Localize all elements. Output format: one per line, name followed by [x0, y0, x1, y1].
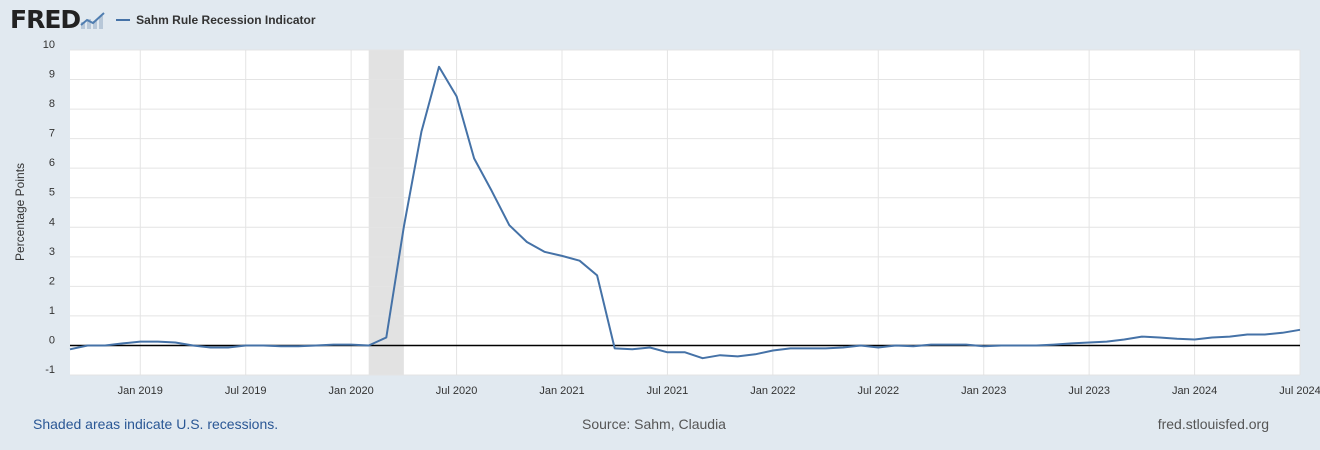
fred-logo-text: FRED [10, 5, 81, 34]
recession-band-0 [368, 50, 404, 375]
y-axis-label: Percentage Points [13, 163, 27, 261]
y-tick-label: -1 [45, 364, 55, 376]
y-tick-label: 0 [49, 334, 55, 346]
x-tick-label: Jan 2022 [750, 385, 795, 397]
y-tick-label: 9 [49, 69, 55, 81]
y-tick-label: 8 [49, 98, 55, 110]
x-tick-label: Jul 2023 [1068, 385, 1110, 397]
chart-icon-trend-line [80, 12, 105, 26]
x-tick-label: Jan 2019 [118, 385, 163, 397]
y-tick-label: 6 [49, 157, 55, 169]
series-line [69, 65, 1301, 360]
x-axis-ticks: Jan 2019 Jul 2019 Jan 2020 Jul 2020 Jan 2021… [118, 385, 1320, 397]
plot-area [70, 50, 1300, 375]
x-tick-label: Jul 2022 [857, 385, 899, 397]
recession-shading-group [368, 50, 404, 375]
legend-series-label: Sahm Rule Recession Indicator [136, 13, 316, 27]
site-link[interactable]: fred.stlouisfed.org [1157, 416, 1269, 432]
x-tick-label: Jan 2021 [539, 385, 584, 397]
chart-trend-icon [80, 12, 105, 29]
x-tick-label: Jan 2024 [1172, 385, 1217, 397]
chart-header: FRED Sahm Rule Recession Indicator [10, 6, 316, 34]
x-tick-label: Jan 2020 [329, 385, 374, 397]
gridlines [70, 49, 1301, 376]
y-tick-label: 5 [49, 187, 55, 199]
y-tick-label: 1 [49, 305, 55, 317]
y-tick-label: 10 [43, 39, 55, 51]
y-tick-label: 3 [49, 246, 55, 258]
x-tick-label: Jan 2023 [961, 385, 1006, 397]
x-tick-label: Jul 2019 [225, 385, 267, 397]
x-tick-label: Jul 2024 [1279, 385, 1320, 397]
y-tick-label: 7 [49, 128, 55, 140]
fred-logo[interactable]: FRED [10, 6, 106, 34]
source-text: Source: Sahm, Claudia [582, 416, 726, 432]
y-tick-label: 4 [49, 216, 55, 228]
recession-note-link[interactable]: Shaded areas indicate U.S. recessions. [33, 416, 279, 432]
legend-swatch [116, 19, 131, 21]
chart-icon-bar-4 [99, 16, 104, 29]
x-tick-label: Jul 2021 [647, 385, 689, 397]
chart-icon-bar-2 [87, 19, 92, 29]
legend: Sahm Rule Recession Indicator [116, 13, 316, 27]
chart-icon-bar-1 [81, 22, 86, 29]
chart-icon-bar-3 [93, 21, 98, 29]
y-tick-label: 2 [49, 275, 55, 287]
x-tick-label: Jul 2020 [436, 385, 478, 397]
